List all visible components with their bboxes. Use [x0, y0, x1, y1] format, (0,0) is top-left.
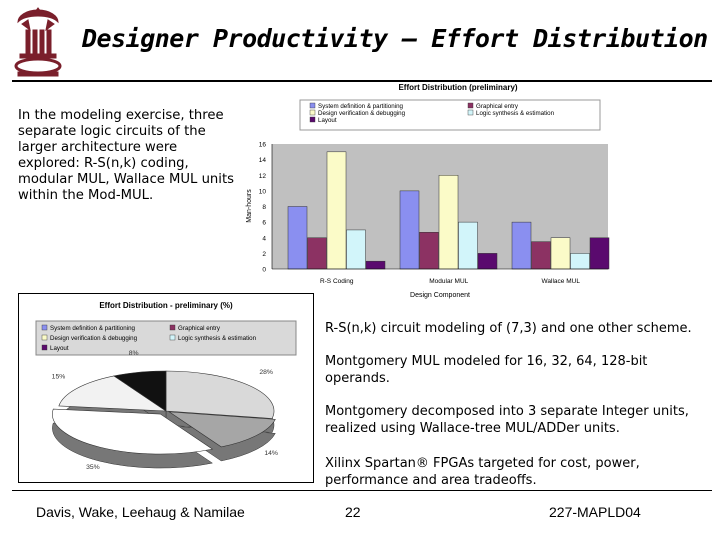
pie-legend-swatch: [41, 334, 48, 341]
pie-labels: 28% 14% 35% 15% 8%: [52, 350, 278, 471]
pie-slices: [52, 370, 276, 469]
bar-y-axis: 0 2 4 6 8 10 12 14 16: [259, 142, 273, 274]
pie-slice-label: 8%: [129, 350, 139, 357]
slide-title: Designer Productivity – Effort Distribut…: [82, 24, 708, 53]
bar: [399, 190, 420, 270]
pie-legend-swatch: [169, 324, 176, 331]
intro-text: In the modeling exercise, three separate…: [18, 108, 234, 203]
bar-legend-swatch: [467, 109, 474, 116]
pie-legend-label: Layout: [50, 345, 69, 352]
pie-chart: Effort Distribution - preliminary (%) Sy…: [18, 293, 314, 483]
bar-legend-swatch: [467, 102, 474, 109]
bar-legend-label: Graphical entry: [476, 103, 519, 110]
pie-legend-box: [35, 320, 297, 356]
bar: [365, 260, 386, 270]
bar-y-tick-label: 6: [262, 220, 266, 227]
pie-slice: [113, 370, 167, 412]
bar: [419, 232, 439, 270]
bar-y-tick-label: 10: [259, 188, 267, 195]
footer-page-number: 22: [345, 504, 361, 520]
bar: [326, 151, 347, 270]
bar-y-tick-label: 4: [262, 235, 266, 242]
bar-x-axis: R-S Coding Modular MUL Wallace MUL: [272, 268, 608, 285]
bar-series: [287, 151, 610, 270]
pie-chart-legend: System definition & partitioning Graphica…: [35, 320, 297, 356]
pie-legend-label: Design verification & debugging: [50, 335, 138, 342]
bar: [531, 241, 551, 270]
bar-chart-title: Effort Distribution (preliminary): [398, 83, 517, 92]
bar-y-tick-label: 2: [262, 251, 266, 258]
bullet-montgomery-mul: Montgomery MUL modeled for 16, 32, 64, 1…: [325, 354, 648, 386]
bar-legend-label: Design verification & debugging: [318, 110, 406, 117]
bar: [511, 221, 532, 270]
pie-legend-label: Logic synthesis & estimation: [178, 335, 257, 342]
bar-y-tick-label: 12: [259, 173, 267, 180]
bar-legend-swatch: [309, 116, 316, 123]
bar: [287, 206, 308, 270]
bar-x-tick-label: R-S Coding: [320, 278, 354, 285]
bar: [477, 253, 498, 270]
bullet-rs-modeling: R-S(n,k) circuit modeling of (7,3) and o…: [325, 321, 692, 336]
bar-x-axis-label: Design Component: [410, 292, 470, 299]
bar-y-tick-label: 8: [262, 204, 266, 211]
bar-legend-swatch: [309, 102, 316, 109]
footer-divider: [12, 490, 712, 491]
bullet-xilinx-fpga: Xilinx Spartan® FPGAs targeted for cost,…: [325, 456, 640, 488]
university-seal-icon: [14, 7, 62, 77]
bar-legend-swatch: [309, 109, 316, 116]
footer-authors: Davis, Wake, Leehaug & Namilae: [36, 504, 245, 520]
bar-x-tick-label: Wallace MUL: [542, 278, 581, 285]
bar-x-tick-label: Modular MUL: [429, 278, 468, 285]
footer-code: 227-MAPLD04: [549, 504, 641, 520]
bar-legend-label: Layout: [318, 117, 337, 124]
bar-legend-label: System definition & partitioning: [318, 103, 404, 110]
pie-legend-swatch: [41, 344, 48, 351]
bar-y-tick-label: 0: [262, 267, 266, 274]
bar-y-axis-label: Man-hours: [246, 189, 253, 223]
bar-chart-legend: System definition & partitioning Graphica…: [299, 99, 601, 131]
pie-legend-label: Graphical entry: [178, 325, 221, 332]
bar: [346, 229, 366, 270]
bar: [458, 221, 478, 270]
bar-legend-label: Logic synthesis & estimation: [476, 110, 555, 117]
pie-slice-label: 15%: [52, 373, 66, 380]
pie-slice-label: 35%: [86, 464, 100, 471]
pie-slice: [52, 408, 214, 455]
bar: [438, 175, 459, 270]
bar-legend-box: [299, 99, 601, 131]
pie-slice: [165, 370, 275, 419]
bar: [570, 253, 590, 270]
pie-legend-swatch: [169, 334, 176, 341]
pie-slice: [168, 411, 276, 448]
bar-chart: Effort Distribution (preliminary) System…: [246, 83, 610, 299]
pie-legend-label: System definition & partitioning: [50, 325, 136, 332]
pie-slice-label: 28%: [259, 369, 273, 376]
bar: [307, 237, 327, 270]
title-divider: [12, 80, 712, 82]
bar-y-tick-label: 14: [259, 157, 267, 164]
pie-slice: [58, 375, 168, 412]
pie-chart-title: Effort Distribution - preliminary (%): [99, 301, 233, 310]
bar: [589, 237, 610, 270]
bar: [550, 237, 571, 270]
bar-y-tick-label: 16: [259, 142, 267, 149]
pie-slice-label: 14%: [264, 450, 278, 457]
pie-legend-swatch: [41, 324, 48, 331]
bullet-montgomery-decomposed: Montgomery decomposed into 3 separate In…: [325, 404, 689, 436]
